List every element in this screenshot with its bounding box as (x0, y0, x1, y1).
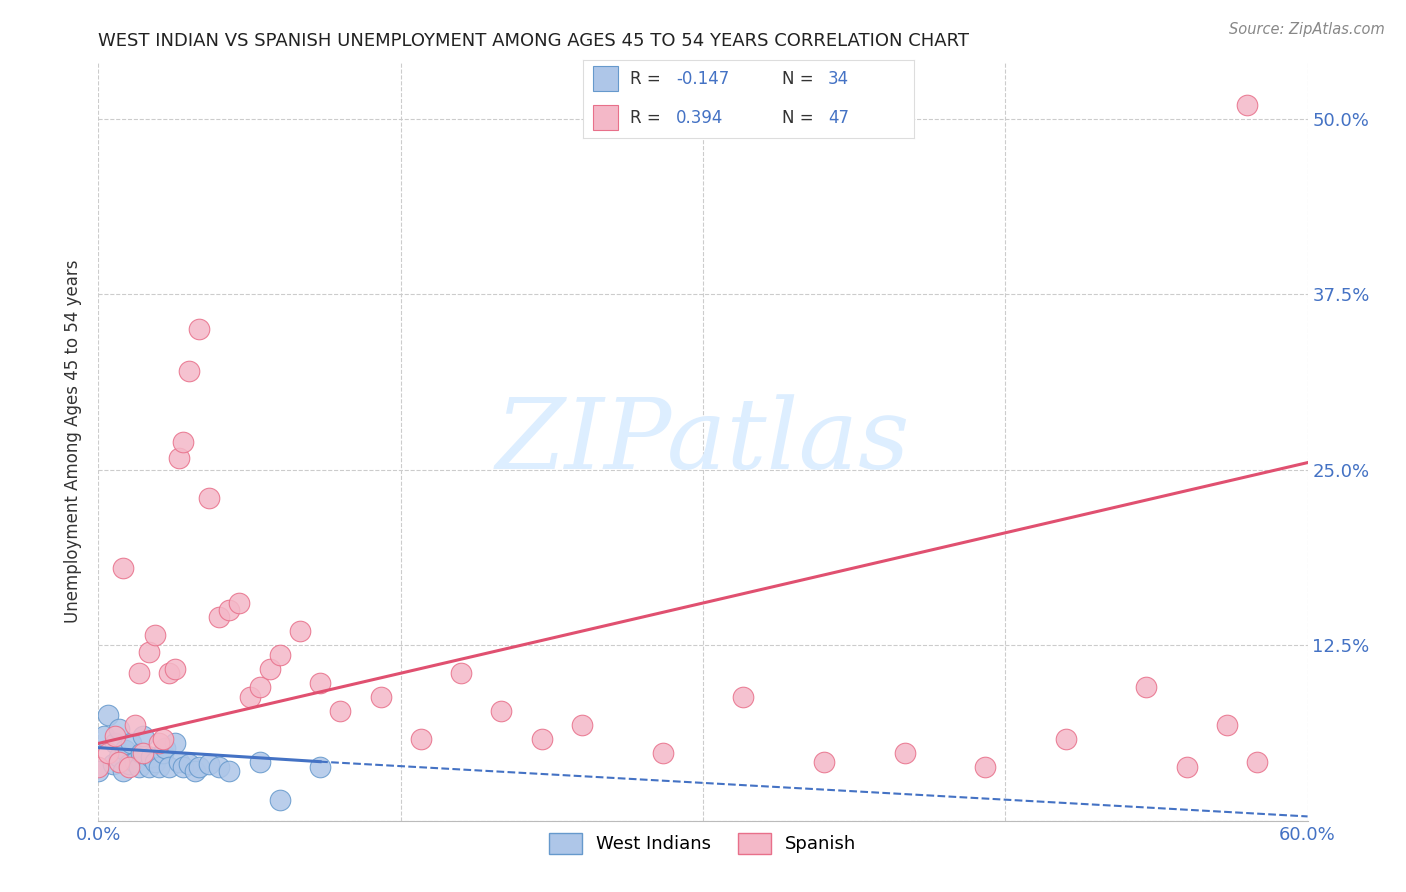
Point (1216, 718, 1239, 732)
Point (491, 704, 513, 718)
Point (129, 746, 152, 760)
Point (218, 603, 240, 617)
Point (138, 645, 160, 659)
Point (143, 755, 166, 769)
Point (157, 760, 180, 774)
Point (118, 757, 141, 772)
Point (87, 760, 110, 774)
Point (163, 736, 186, 750)
Point (152, 732, 174, 747)
Point (208, 760, 231, 774)
Point (107, 755, 129, 769)
Point (128, 666, 150, 681)
Point (1175, 760, 1198, 774)
Point (111, 764, 134, 779)
Point (152, 746, 174, 760)
Legend: West Indians, Spanish: West Indians, Spanish (543, 826, 863, 861)
Point (143, 628, 166, 642)
Point (259, 662, 281, 676)
Point (198, 757, 221, 772)
Point (208, 610, 231, 624)
Point (269, 792, 291, 806)
Point (269, 648, 291, 662)
Point (148, 736, 170, 750)
Point (167, 755, 190, 769)
Point (218, 764, 240, 779)
Point (101, 757, 124, 772)
Point (132, 730, 155, 744)
Point (1135, 680, 1157, 694)
Point (124, 718, 146, 732)
Point (153, 740, 176, 755)
Point (172, 760, 194, 774)
Text: WEST INDIAN VS SPANISH UNEMPLOYMENT AMONG AGES 45 TO 54 YEARS CORRELATION CHART: WEST INDIAN VS SPANISH UNEMPLOYMENT AMON… (98, 32, 969, 50)
Point (128, 760, 150, 774)
Point (309, 760, 332, 774)
Point (93, 730, 115, 744)
Point (974, 760, 997, 774)
Point (107, 723, 129, 737)
Y-axis label: Unemployment Among Ages 45 to 54 years: Unemployment Among Ages 45 to 54 years (65, 260, 83, 624)
Point (148, 760, 170, 774)
Text: N =: N = (782, 109, 818, 127)
Point (118, 760, 141, 774)
Point (114, 743, 136, 757)
Text: 34: 34 (828, 70, 849, 87)
Point (1246, 755, 1268, 769)
Point (120, 736, 142, 750)
Text: ZIPatlas: ZIPatlas (496, 394, 910, 489)
Point (571, 718, 593, 732)
Point (172, 434, 194, 449)
Point (239, 690, 262, 704)
Text: -0.147: -0.147 (676, 70, 730, 87)
Point (184, 764, 207, 779)
Point (813, 755, 835, 769)
Point (309, 676, 332, 690)
Point (530, 732, 553, 747)
Point (87, 764, 110, 779)
Point (188, 760, 211, 774)
Point (409, 732, 432, 747)
Point (188, 322, 211, 336)
Point (249, 755, 271, 769)
Point (249, 680, 271, 694)
Point (124, 755, 146, 769)
Point (167, 451, 190, 466)
Point (132, 746, 155, 760)
Point (103, 730, 125, 744)
FancyBboxPatch shape (593, 105, 619, 130)
Point (288, 624, 311, 639)
Point (107, 750, 129, 764)
Point (97, 708, 120, 723)
Text: 47: 47 (828, 109, 849, 127)
Point (111, 561, 134, 575)
Point (138, 760, 160, 774)
Point (228, 596, 250, 610)
Point (893, 746, 915, 760)
FancyBboxPatch shape (593, 66, 619, 91)
Point (651, 746, 673, 760)
Point (163, 662, 186, 676)
Text: 0.394: 0.394 (676, 109, 723, 127)
Text: N =: N = (782, 70, 818, 87)
Point (103, 736, 125, 750)
Point (329, 704, 352, 718)
Text: R =: R = (630, 109, 666, 127)
Point (450, 666, 472, 681)
Point (157, 666, 180, 681)
Point (97, 746, 120, 760)
Point (1236, 97, 1258, 112)
Point (370, 690, 392, 704)
Point (139, 750, 162, 764)
Text: Source: ZipAtlas.com: Source: ZipAtlas.com (1229, 22, 1385, 37)
Point (179, 757, 201, 772)
Point (179, 364, 201, 378)
Point (1054, 732, 1077, 747)
Point (733, 690, 755, 704)
Text: R =: R = (630, 70, 666, 87)
Point (198, 491, 221, 505)
